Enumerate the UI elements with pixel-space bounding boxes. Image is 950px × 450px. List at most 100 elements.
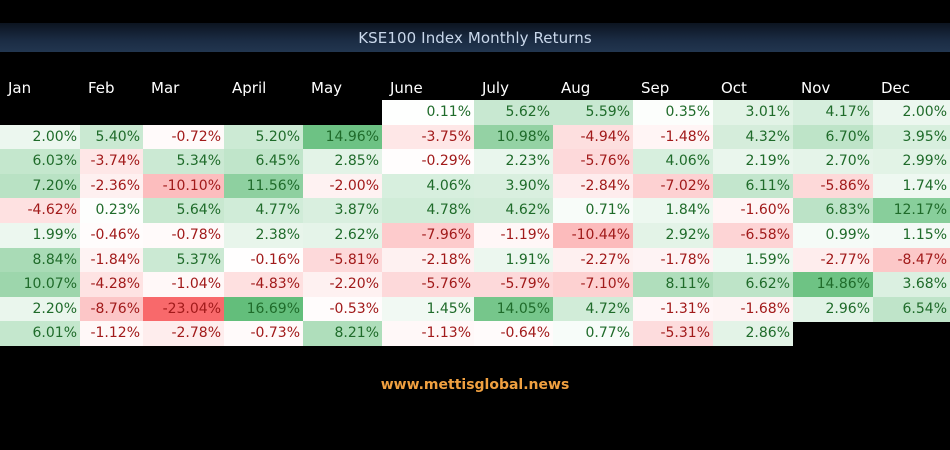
- month-header-row: Jan Feb Mar April May June July Aug Sep Oct Nov Dec: [0, 74, 950, 102]
- cell-aug-row0: 5.59%: [553, 100, 633, 125]
- cell-oct-row0: 3.01%: [713, 100, 793, 125]
- cell-oct-row6: 1.59%: [713, 247, 793, 273]
- cell-july-row1: 10.98%: [474, 124, 553, 150]
- cell-may-row9: 8.21%: [303, 321, 382, 347]
- cell-jan-row7: 10.07%: [0, 272, 80, 298]
- cell-dec-row3: 1.74%: [873, 173, 950, 199]
- cell-may-row5: 2.62%: [303, 223, 382, 248]
- cell-feb-row8: -8.76%: [80, 296, 143, 322]
- cell-sep-row5: 2.92%: [633, 223, 713, 248]
- cell-aug-row8: 4.72%: [553, 296, 633, 322]
- source-link[interactable]: www.mettisglobal.news: [380, 377, 570, 393]
- cell-jan-row6: 8.84%: [0, 247, 80, 273]
- month-header-feb: Feb: [88, 79, 115, 97]
- cell-feb-row7: -4.28%: [80, 272, 143, 298]
- cell-june-row2: -0.29%: [382, 149, 474, 175]
- cell-mar-row4: 5.64%: [143, 198, 224, 224]
- cell-april-row5: 2.38%: [224, 223, 303, 248]
- cell-feb-row6: -1.84%: [80, 247, 143, 273]
- cell-july-row8: 14.05%: [474, 296, 553, 322]
- cell-aug-row9: 0.77%: [553, 321, 633, 347]
- cell-jan-row5: 1.99%: [0, 223, 80, 248]
- cell-feb-row9: -1.12%: [80, 321, 143, 347]
- cell-jan-row8: 2.20%: [0, 296, 80, 322]
- cell-dec-row4: 12.17%: [873, 198, 950, 224]
- cell-nov-row5: 0.99%: [793, 223, 873, 248]
- cell-oct-row4: -1.60%: [713, 198, 793, 224]
- cell-oct-row9: 2.86%: [713, 321, 793, 347]
- cell-may-row8: -0.53%: [303, 296, 382, 322]
- month-header-nov: Nov: [801, 79, 831, 97]
- cell-june-row4: 4.78%: [382, 198, 474, 224]
- returns-table: 0.11% 5.62% 5.59% 0.35% 3.01% 4.17% 2.00% 2.00%…: [0, 100, 950, 350]
- cell-sep-row7: 8.11%: [633, 272, 713, 298]
- cell-nov-row8: 2.96%: [793, 296, 873, 322]
- cell-june-row8: 1.45%: [382, 296, 474, 322]
- cell-dec-row2: 2.99%: [873, 149, 950, 175]
- cell-june-row1: -3.75%: [382, 124, 474, 150]
- cell-june-row6: -2.18%: [382, 247, 474, 273]
- cell-feb-row3: -2.36%: [80, 173, 143, 199]
- month-header-mar: Mar: [151, 79, 180, 97]
- cell-feb-row2: -3.74%: [80, 149, 143, 175]
- cell-mar-row7: -1.04%: [143, 272, 224, 298]
- cell-nov-row6: -2.77%: [793, 247, 873, 273]
- cell-mar-row5: -0.78%: [143, 223, 224, 248]
- month-header-july: July: [482, 79, 509, 97]
- cell-june-row5: -7.96%: [382, 223, 474, 248]
- cell-aug-row6: -2.27%: [553, 247, 633, 273]
- cell-sep-row6: -1.78%: [633, 247, 713, 273]
- cell-jan-row9: 6.01%: [0, 321, 80, 347]
- cell-feb-row4: 0.23%: [80, 198, 143, 224]
- cell-sep-row1: -1.48%: [633, 124, 713, 150]
- cell-mar-row6: 5.37%: [143, 247, 224, 273]
- cell-sep-row9: -5.31%: [633, 321, 713, 347]
- cell-nov-row0: 4.17%: [793, 100, 873, 125]
- cell-oct-row8: -1.68%: [713, 296, 793, 322]
- cell-july-row6: 1.91%: [474, 247, 553, 273]
- cell-jan-row2: 6.03%: [0, 149, 80, 175]
- cell-aug-row5: -10.44%: [553, 223, 633, 248]
- cell-april-row9: -0.73%: [224, 321, 303, 347]
- title-bar: KSE100 Index Monthly Returns: [0, 23, 950, 52]
- cell-jan-row1: 2.00%: [0, 124, 80, 150]
- cell-oct-row7: 6.62%: [713, 272, 793, 298]
- cell-mar-row9: -2.78%: [143, 321, 224, 347]
- cell-july-row5: -1.19%: [474, 223, 553, 248]
- cell-nov-row1: 6.70%: [793, 124, 873, 150]
- cell-april-row7: -4.83%: [224, 272, 303, 298]
- cell-may-row4: 3.87%: [303, 198, 382, 224]
- cell-feb-row5: -0.46%: [80, 223, 143, 248]
- cell-may-row3: -2.00%: [303, 173, 382, 199]
- cell-dec-row6: -8.47%: [873, 247, 950, 273]
- cell-may-row6: -5.81%: [303, 247, 382, 273]
- cell-sep-row3: -7.02%: [633, 173, 713, 199]
- cell-aug-row7: -7.10%: [553, 272, 633, 298]
- cell-mar-row2: 5.34%: [143, 149, 224, 175]
- cell-aug-row1: -4.94%: [553, 124, 633, 150]
- month-header-april: April: [232, 79, 267, 97]
- cell-mar-row3: -10.10%: [143, 173, 224, 199]
- month-header-sep: Sep: [641, 79, 670, 97]
- cell-nov-row2: 2.70%: [793, 149, 873, 175]
- cell-jan-row3: 7.20%: [0, 173, 80, 199]
- cell-july-row2: 2.23%: [474, 149, 553, 175]
- month-header-dec: Dec: [881, 79, 911, 97]
- cell-nov-row3: -5.86%: [793, 173, 873, 199]
- month-header-aug: Aug: [561, 79, 591, 97]
- cell-april-row6: -0.16%: [224, 247, 303, 273]
- month-header-oct: Oct: [721, 79, 747, 97]
- month-header-june: June: [390, 79, 423, 97]
- cell-sep-row2: 4.06%: [633, 149, 713, 175]
- cell-mar-row1: -0.72%: [143, 124, 224, 150]
- cell-aug-row3: -2.84%: [553, 173, 633, 199]
- cell-sep-row8: -1.31%: [633, 296, 713, 322]
- cell-july-row9: -0.64%: [474, 321, 553, 347]
- cell-dec-row1: 3.95%: [873, 124, 950, 150]
- cell-aug-row2: -5.76%: [553, 149, 633, 175]
- cell-may-row7: -2.20%: [303, 272, 382, 298]
- cell-mar-row8: -23.04%: [143, 296, 224, 322]
- cell-april-row1: 5.20%: [224, 124, 303, 150]
- cell-july-row7: -5.79%: [474, 272, 553, 298]
- cell-july-row4: 4.62%: [474, 198, 553, 224]
